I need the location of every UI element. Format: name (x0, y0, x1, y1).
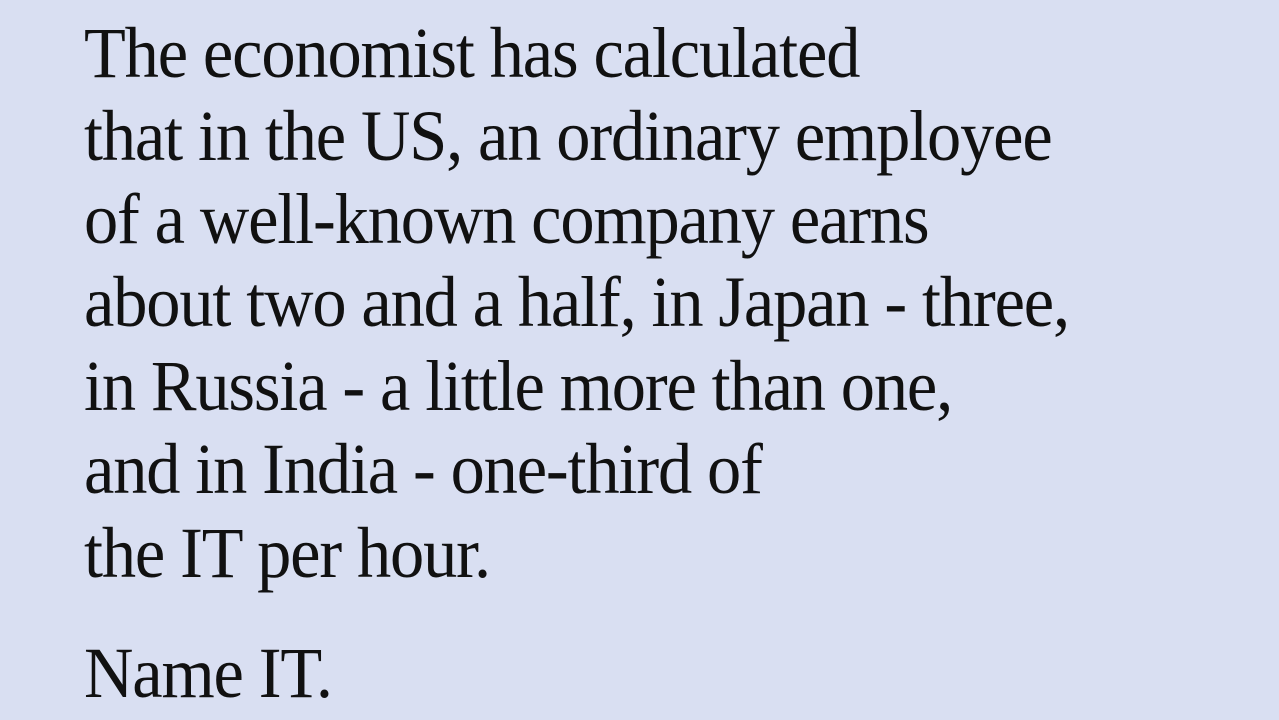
text-line-6: and in India - one-third of (84, 429, 763, 509)
text-line-2: that in the US, an ordinary employee (84, 96, 1053, 176)
text-line-4: about two and a half, in Japan - three, (84, 262, 1070, 342)
text-line-1: The economist has calculated (84, 13, 860, 93)
question-prompt: Name IT. (84, 633, 333, 713)
text-line-7: the IT per hour. (84, 513, 491, 593)
text-line-3: of a well-known company earns (84, 179, 930, 259)
text-line-5: in Russia - a little more than one, (84, 346, 953, 426)
